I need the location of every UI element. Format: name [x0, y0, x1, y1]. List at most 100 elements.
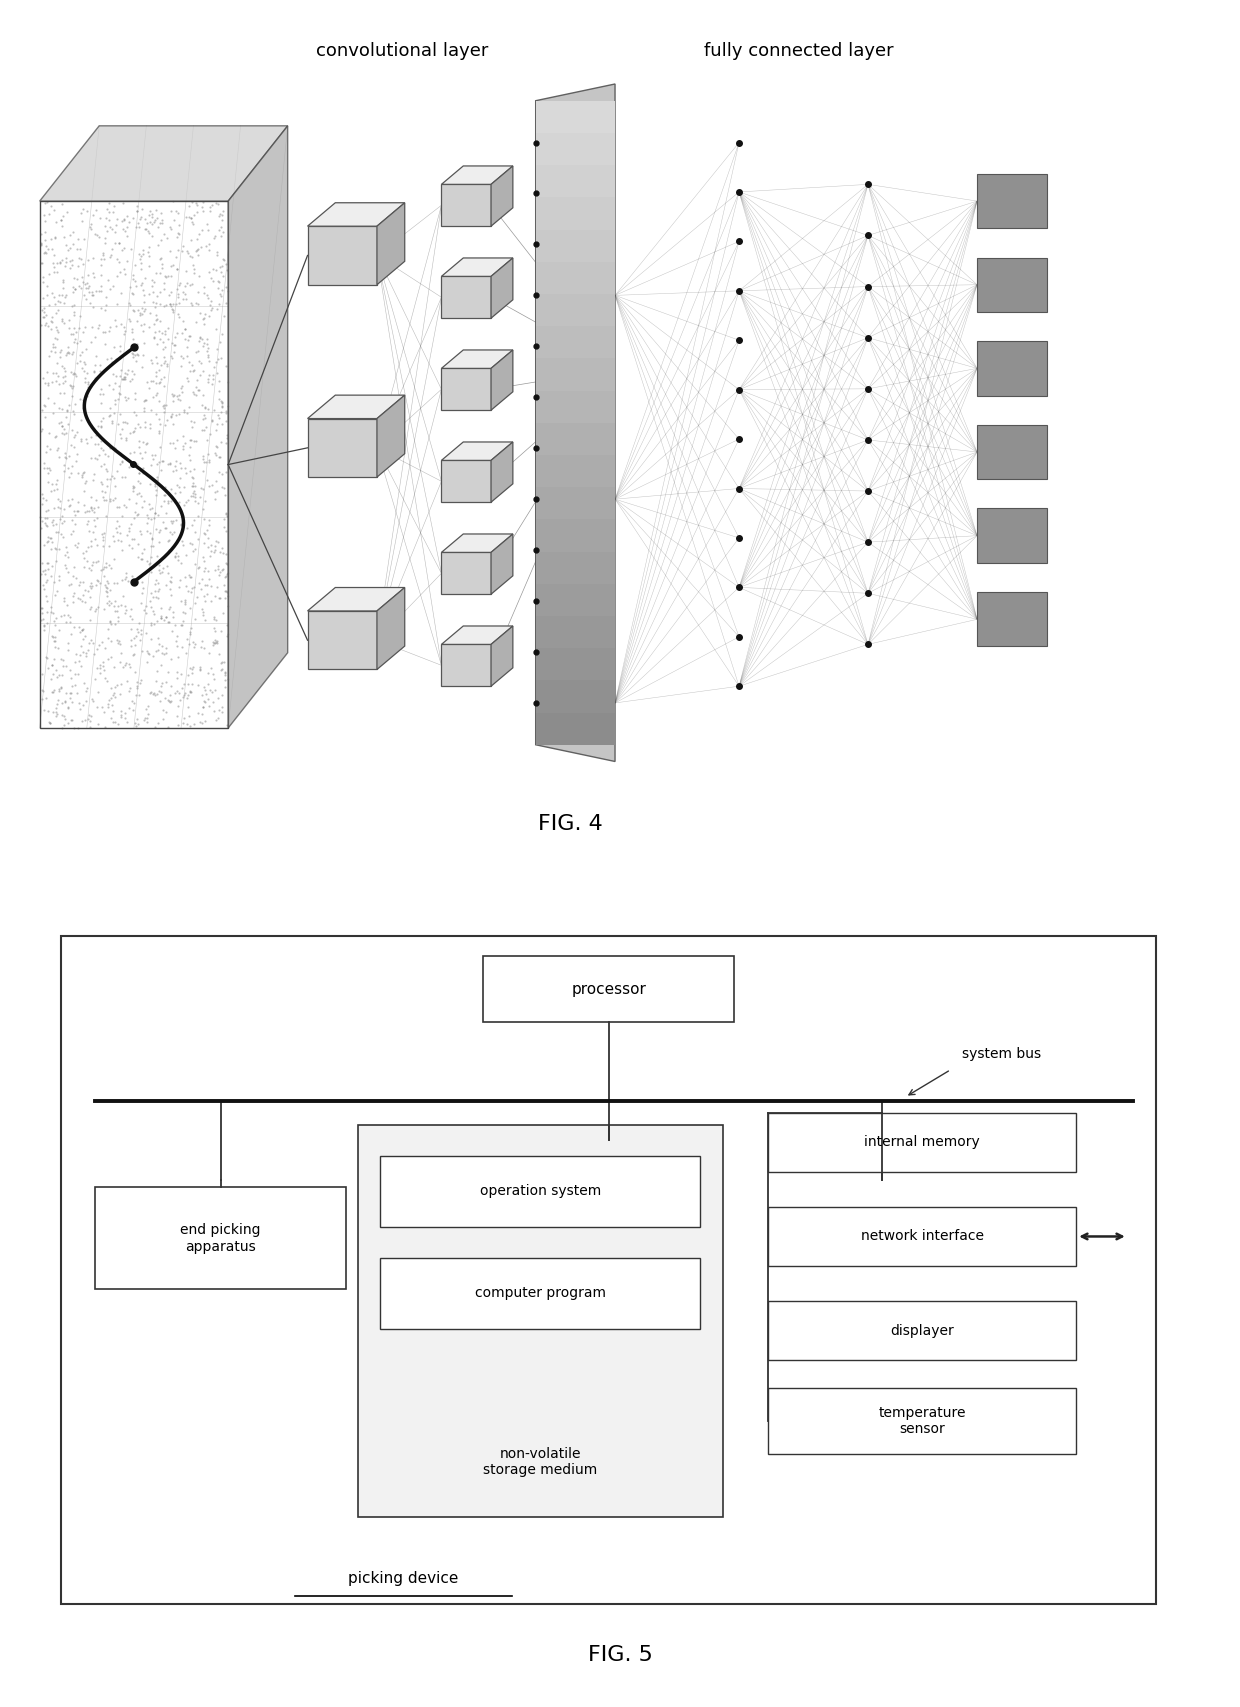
Point [60, 463, 79, 490]
Point [41, 193, 61, 220]
Point [172, 423, 192, 451]
Point [210, 444, 229, 471]
Point [86, 418, 105, 446]
Point [114, 365, 134, 393]
Point [100, 213, 120, 241]
Point [181, 618, 201, 645]
Point [210, 558, 229, 586]
Point [159, 609, 179, 637]
Polygon shape [228, 126, 288, 727]
Point [93, 524, 113, 551]
Point [72, 616, 92, 644]
Point [76, 350, 95, 377]
Point [78, 630, 98, 657]
Point [161, 488, 181, 516]
Point [58, 708, 78, 736]
Point [218, 393, 238, 420]
Point [120, 603, 140, 630]
Point [63, 338, 83, 365]
Point [55, 283, 74, 311]
Point [182, 290, 202, 318]
Point [185, 519, 205, 546]
Point [206, 442, 226, 469]
Point [174, 492, 193, 519]
Point [162, 428, 182, 456]
Point [180, 434, 200, 461]
Polygon shape [536, 456, 615, 486]
Point [45, 258, 64, 285]
Point [120, 633, 140, 661]
Point [52, 306, 72, 333]
Point [45, 254, 64, 282]
Point [94, 519, 114, 546]
Point [77, 674, 97, 702]
Point [62, 246, 82, 273]
Point [167, 632, 187, 659]
Point [198, 638, 218, 666]
Point [113, 582, 133, 609]
Point [56, 688, 76, 715]
Point [115, 563, 135, 591]
Point [213, 246, 233, 273]
Bar [977, 341, 1047, 396]
Point [145, 681, 165, 708]
Point [45, 224, 64, 251]
Polygon shape [308, 418, 377, 476]
Point [198, 343, 218, 370]
Point [145, 570, 165, 597]
Point [38, 384, 58, 411]
Point [167, 280, 187, 307]
Point [55, 309, 74, 336]
Point [161, 580, 181, 608]
Point [187, 584, 207, 611]
Point [175, 316, 195, 343]
Point [33, 572, 53, 599]
Point [138, 708, 157, 736]
Point [64, 277, 84, 304]
Point [166, 471, 186, 498]
Point [35, 556, 55, 584]
Point [78, 534, 98, 562]
Point [50, 343, 69, 370]
Point [188, 553, 208, 580]
Point [182, 531, 202, 558]
Point [51, 207, 71, 234]
Point [35, 454, 55, 481]
Point [171, 343, 191, 370]
Point [212, 473, 232, 500]
Point [61, 521, 81, 548]
Point [129, 213, 149, 241]
Point [161, 403, 181, 430]
Point [195, 329, 215, 357]
Point [153, 447, 172, 475]
Point [72, 652, 92, 679]
Point [38, 372, 58, 399]
Point [35, 403, 55, 430]
Point [123, 326, 143, 353]
Point [196, 413, 216, 440]
Point [187, 338, 207, 365]
Point [167, 659, 187, 686]
Point [56, 679, 76, 707]
Point [181, 205, 201, 232]
Point [174, 435, 193, 463]
Point [160, 594, 180, 621]
Point [122, 615, 141, 642]
Point [164, 331, 184, 358]
Point [211, 254, 231, 282]
Point [115, 592, 135, 620]
Point [102, 611, 122, 638]
Point [43, 599, 63, 626]
Point [141, 505, 161, 533]
Polygon shape [441, 553, 491, 594]
Point [217, 562, 237, 589]
Point [174, 232, 193, 259]
Point [64, 292, 84, 319]
Point [84, 640, 104, 667]
Text: system bus: system bus [962, 1046, 1042, 1062]
Point [198, 365, 218, 393]
Point [68, 225, 88, 253]
Point [156, 603, 176, 630]
Point [81, 626, 100, 654]
Point [150, 307, 170, 335]
